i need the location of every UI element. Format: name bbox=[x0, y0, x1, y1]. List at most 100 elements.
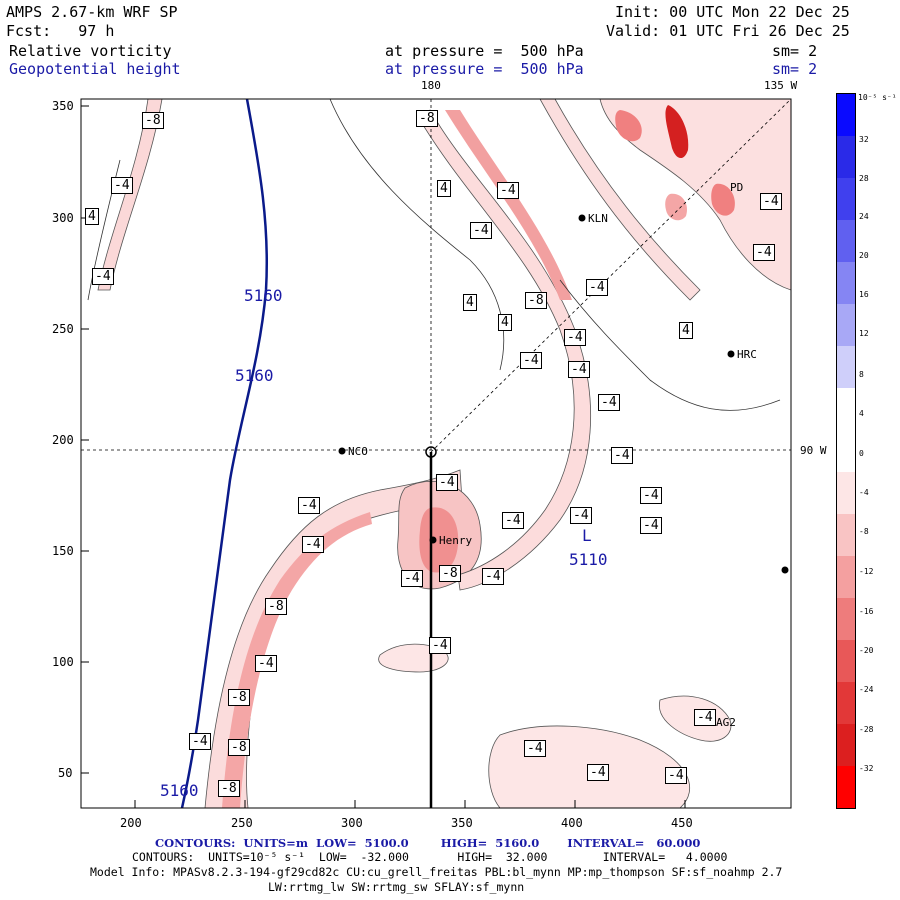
field2-level: at pressure = 500 hPa bbox=[385, 60, 584, 78]
vort-label: -4 bbox=[640, 487, 662, 504]
vort-label: -4 bbox=[586, 279, 608, 296]
vort-label: -4 bbox=[524, 740, 546, 757]
radiation-info: LW:rrtmg_lw SW:rrtmg_sw SFLAY:sf_mynn bbox=[268, 880, 525, 894]
low-center-mark: L bbox=[582, 526, 592, 545]
colorbar-swatch bbox=[837, 220, 855, 262]
station-ag2-label: AG2 bbox=[716, 716, 736, 729]
station-kln-label: KLN bbox=[588, 212, 608, 225]
vort-label: -4 bbox=[470, 222, 492, 239]
y-tick: 200 bbox=[52, 433, 74, 447]
colorbar-swatch bbox=[837, 430, 855, 472]
low-center-value: 5110 bbox=[569, 550, 608, 569]
vort-label: -4 bbox=[482, 568, 504, 585]
station-hrc-dot bbox=[727, 350, 735, 358]
colorbar-swatch bbox=[837, 136, 855, 178]
colorbar-swatch bbox=[837, 682, 855, 724]
vort-label: 4 bbox=[463, 294, 477, 311]
colorbar-label: 8 bbox=[859, 370, 864, 379]
vort-label: 4 bbox=[437, 180, 451, 197]
field1-level: at pressure = 500 hPa bbox=[385, 42, 584, 60]
height-label-1: 5160 bbox=[244, 286, 283, 305]
vorticity-contour-info: CONTOURS: UNITS=10⁻⁵ s⁻¹ LOW= -32.000 HI… bbox=[132, 850, 728, 864]
colorbar-swatch bbox=[837, 556, 855, 598]
colorbar-label: 32 bbox=[859, 135, 869, 144]
vorticity-band-east bbox=[539, 99, 701, 301]
colorbar-label: 0 bbox=[859, 449, 864, 458]
vort-label: -4 bbox=[520, 352, 542, 369]
right-lon-90w: 90 W bbox=[800, 444, 827, 457]
vort-label: -4 bbox=[611, 447, 633, 464]
positive-contour-east bbox=[559, 279, 781, 411]
y-tick: 50 bbox=[58, 766, 73, 780]
vort-label: -4 bbox=[497, 182, 519, 199]
vort-label: -4 bbox=[302, 536, 324, 553]
height-label-2: 5160 bbox=[235, 366, 274, 385]
vort-label: -4 bbox=[429, 637, 451, 654]
colorbar-swatch bbox=[837, 514, 855, 556]
top-lon-180: 180 bbox=[421, 79, 441, 92]
vorticity-core-northeast-1 bbox=[665, 105, 689, 159]
vorticity-band-west-core bbox=[222, 512, 372, 808]
field2-smoothing: sm= 2 bbox=[772, 60, 818, 78]
vorticity-band-left bbox=[97, 99, 163, 291]
colorbar-swatch bbox=[837, 724, 855, 766]
vort-label: -8 bbox=[439, 565, 461, 582]
vort-label: -4 bbox=[598, 394, 620, 411]
pole-marker bbox=[425, 446, 437, 458]
colorbar-label: 12 bbox=[859, 329, 869, 338]
station-pd-label: PD bbox=[730, 181, 744, 194]
colorbar-swatch bbox=[837, 598, 855, 640]
x-tick: 300 bbox=[341, 816, 363, 830]
vort-label: -4 bbox=[665, 767, 687, 784]
colorbar-label: -20 bbox=[859, 646, 874, 655]
vort-label: -4 bbox=[111, 177, 133, 194]
colorbar-label: -16 bbox=[859, 607, 874, 616]
x-tick: 250 bbox=[231, 816, 253, 830]
colorbar-label: 16 bbox=[859, 290, 869, 299]
y-tick: 150 bbox=[52, 544, 74, 558]
field1-name: Relative vorticity bbox=[9, 42, 172, 60]
x-tick: 450 bbox=[671, 816, 693, 830]
vort-label: 4 bbox=[498, 314, 512, 331]
vort-label: -4 bbox=[401, 570, 423, 587]
colorbar-swatch bbox=[837, 304, 855, 346]
colorbar-label: -4 bbox=[859, 488, 869, 497]
vort-label: -8 bbox=[265, 598, 287, 615]
vort-label: -4 bbox=[753, 244, 775, 261]
colorbar-swatch bbox=[837, 766, 855, 808]
colorbar-swatch bbox=[837, 94, 855, 136]
colorbar-swatch bbox=[837, 388, 855, 430]
field1-smoothing: sm= 2 bbox=[772, 42, 818, 60]
vort-label: -4 bbox=[92, 268, 114, 285]
station-hrc-label: HRC bbox=[737, 348, 757, 361]
colorbar-swatch bbox=[837, 262, 855, 304]
colorbar-swatch bbox=[837, 346, 855, 388]
vort-label: -8 bbox=[416, 110, 438, 127]
colorbar-swatch bbox=[837, 472, 855, 514]
colorbar bbox=[836, 93, 856, 809]
field2-name: Geopotential height bbox=[9, 60, 181, 78]
station-henry-dot bbox=[429, 536, 437, 544]
colorbar-label: 4 bbox=[859, 409, 864, 418]
vort-label: -4 bbox=[298, 497, 320, 514]
vort-label: -4 bbox=[570, 507, 592, 524]
vort-label: -4 bbox=[502, 512, 524, 529]
vorticity-core-northeast-3 bbox=[711, 183, 735, 216]
vorticity-band-main-core bbox=[445, 110, 572, 300]
height-label-3: 5160 bbox=[160, 781, 199, 800]
vort-label: -8 bbox=[228, 689, 250, 706]
vort-label: 4 bbox=[679, 322, 693, 339]
y-tick: 250 bbox=[52, 322, 74, 336]
positive-contour-west bbox=[87, 159, 121, 301]
vort-label: -4 bbox=[640, 517, 662, 534]
model-info: Model Info: MPASv8.2.3-194-gf29cd82c CU:… bbox=[90, 865, 783, 879]
vort-label: -8 bbox=[228, 739, 250, 756]
colorbar-label: -24 bbox=[859, 685, 874, 694]
vorticity-core-northeast-4 bbox=[665, 193, 688, 221]
colorbar-label: -32 bbox=[859, 764, 874, 773]
vort-label: -4 bbox=[255, 655, 277, 672]
y-tick: 300 bbox=[52, 211, 74, 225]
height-contour-5160 bbox=[180, 99, 269, 808]
height-contour-info: CONTOURS: UNITS=m LOW= 5100.0 HIGH= 5160… bbox=[155, 836, 701, 850]
